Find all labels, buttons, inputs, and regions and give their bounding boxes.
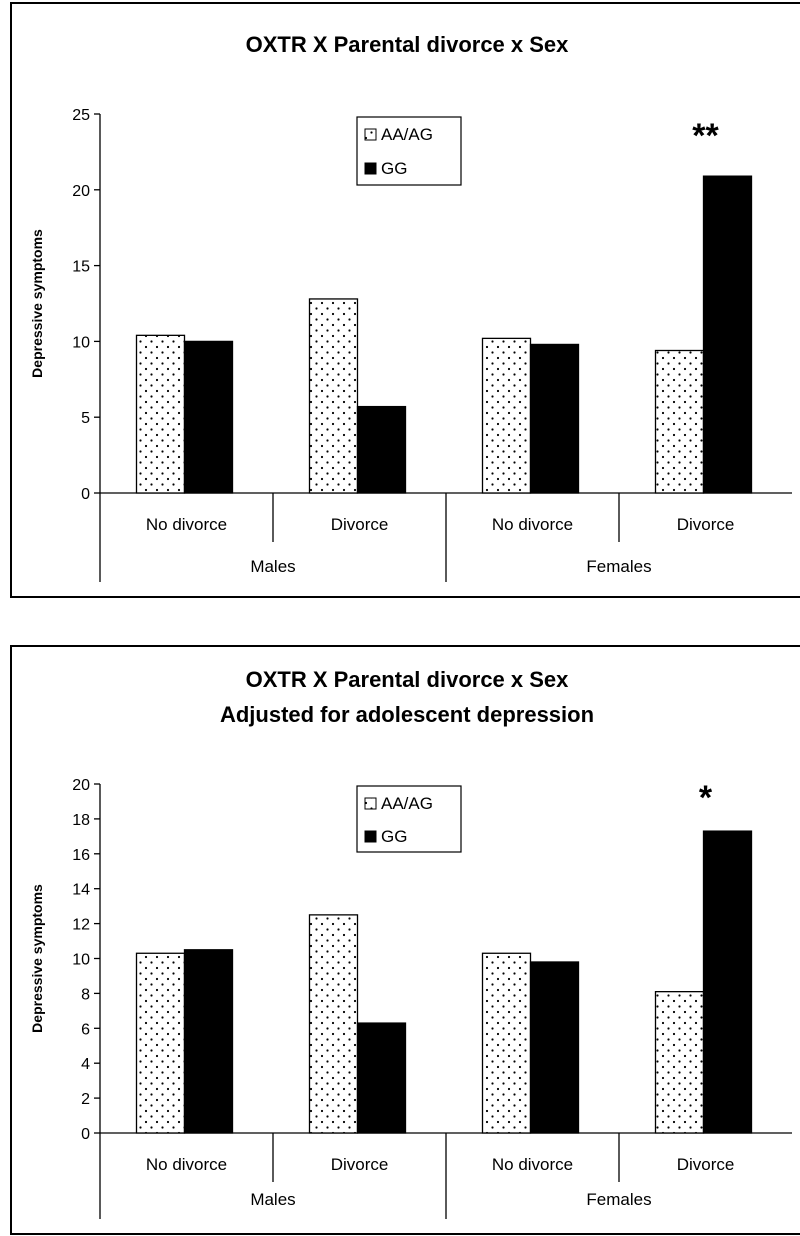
bar-gg: [356, 405, 407, 494]
bar-aa-ag: [135, 952, 186, 1134]
significance-marker: *: [699, 779, 713, 817]
category-label: Divorce: [331, 1155, 389, 1174]
y-tick-label: 0: [81, 486, 90, 503]
bar-chart-2: OXTR X Parental divorce x Sex Adjusted fo…: [29, 667, 792, 1219]
y-tick-label: 4: [81, 1056, 90, 1073]
category-label: No divorce: [146, 515, 227, 534]
bar-aa-ag: [654, 991, 705, 1134]
legend-swatch: [364, 830, 377, 843]
y-tick-label: 20: [72, 183, 90, 200]
bar-gg: [529, 343, 580, 494]
chart-subtitle: Adjusted for adolescent depression: [220, 702, 594, 727]
legend-swatch: [364, 797, 377, 810]
group-label: Females: [586, 557, 651, 576]
chart-panel-1: OXTR X Parental divorce x Sex 0 5 10 15 20 25 D…: [10, 2, 800, 598]
category-label: Divorce: [677, 515, 735, 534]
bar-aa-ag: [308, 298, 359, 494]
group-label: Males: [250, 557, 295, 576]
y-tick-label: 20: [72, 777, 90, 794]
legend-swatch: [364, 162, 377, 175]
bar-gg: [702, 175, 753, 494]
chart-panel-2: OXTR X Parental divorce x Sex Adjusted fo…: [10, 645, 800, 1235]
category-label: No divorce: [146, 1155, 227, 1174]
chart-title: OXTR X Parental divorce x Sex: [246, 667, 570, 692]
y-axis-label: Depressive symptoms: [29, 229, 45, 378]
bar-aa-ag: [308, 914, 359, 1134]
y-tick-label: 25: [72, 107, 90, 124]
y-tick-label: 2: [81, 1091, 90, 1108]
bar-chart-1: OXTR X Parental divorce x Sex 0 5 10 15 20 25 D…: [29, 32, 792, 582]
group-label: Males: [250, 1190, 295, 1209]
y-tick-label: 14: [72, 882, 90, 899]
bar-aa-ag: [481, 337, 532, 494]
y-tick-label: 10: [72, 334, 90, 351]
legend-box: [356, 785, 462, 853]
legend-label: GG: [381, 159, 407, 178]
category-label: Divorce: [677, 1155, 735, 1174]
group-label: Females: [586, 1190, 651, 1209]
bar-gg: [356, 1022, 407, 1134]
legend-swatch: [364, 128, 377, 141]
bar-aa-ag: [135, 334, 186, 494]
bar-gg: [529, 961, 580, 1134]
category-label: No divorce: [492, 515, 573, 534]
y-tick-label: 6: [81, 1021, 90, 1038]
category-label: Divorce: [331, 515, 389, 534]
bar-aa-ag: [481, 952, 532, 1134]
bar-aa-ag: [654, 349, 705, 494]
y-tick-label: 5: [81, 410, 90, 427]
legend-label: AA/AG: [381, 125, 433, 144]
chart-title: OXTR X Parental divorce x Sex: [246, 32, 570, 57]
y-axis-label: Depressive symptoms: [29, 884, 45, 1033]
y-tick-label: 10: [72, 952, 90, 969]
legend-label: AA/AG: [381, 794, 433, 813]
y-tick-label: 8: [81, 986, 90, 1003]
bar-gg: [183, 949, 234, 1134]
category-label: No divorce: [492, 1155, 573, 1174]
y-tick-label: 15: [72, 259, 90, 276]
significance-marker: **: [692, 117, 719, 155]
y-tick-label: 16: [72, 847, 90, 864]
bar-gg: [702, 830, 753, 1134]
bar-gg: [183, 340, 234, 494]
y-tick-label: 18: [72, 812, 90, 829]
y-tick-label: 0: [81, 1126, 90, 1143]
y-tick-label: 12: [72, 917, 90, 934]
legend-label: GG: [381, 827, 407, 846]
